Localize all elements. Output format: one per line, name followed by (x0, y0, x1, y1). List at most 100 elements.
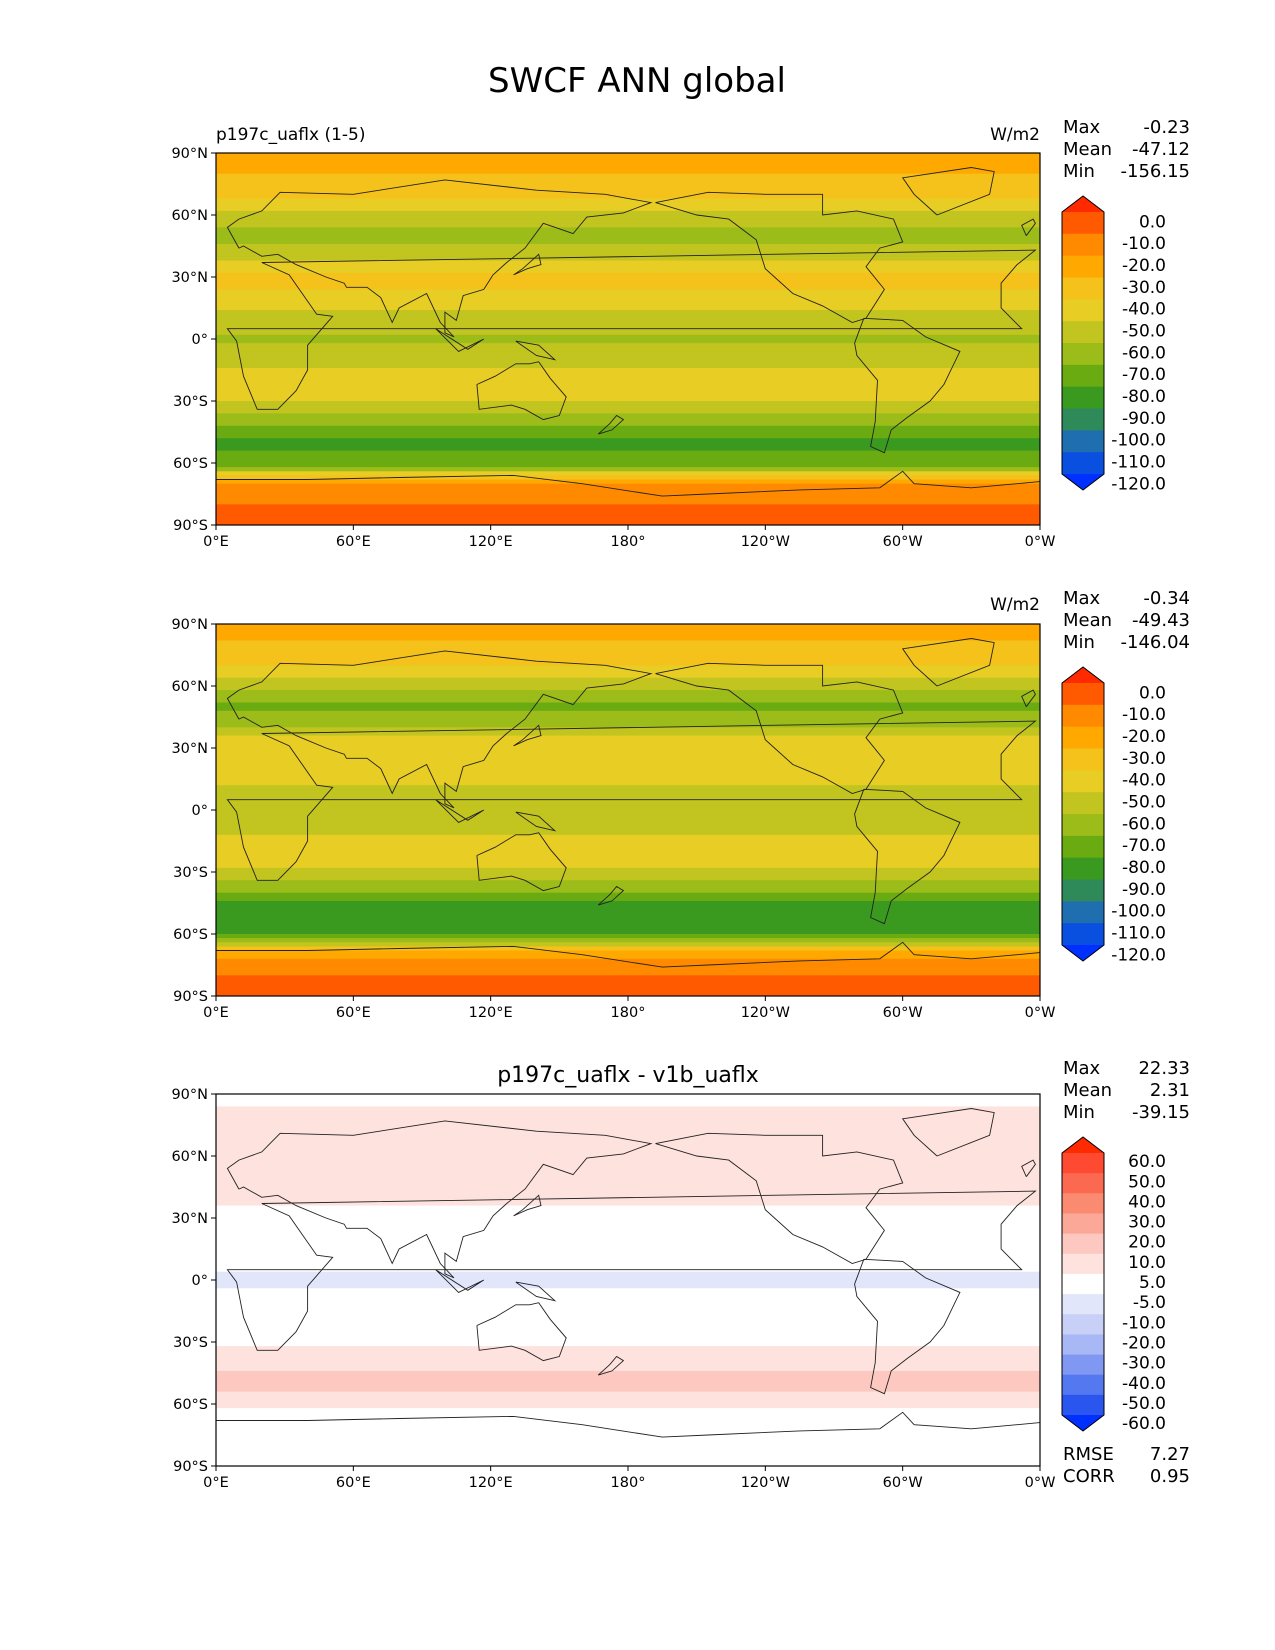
colorbar-segment (1062, 857, 1104, 880)
field-band (216, 847, 1040, 852)
colorbar-segment (1062, 1314, 1104, 1335)
field-band (216, 863, 1040, 869)
colorbar-label: 20.0 (1128, 1233, 1166, 1253)
colorbar-segment (1062, 923, 1104, 946)
colorbar-label: -80.0 (1122, 858, 1166, 878)
x-tick-label: 0°W (1025, 534, 1056, 550)
field-band (216, 181, 1040, 187)
field-band (216, 227, 1040, 233)
field-band (216, 1288, 1040, 1293)
field-band (216, 1317, 1040, 1322)
field-band (216, 1387, 1040, 1393)
field-band (216, 921, 1040, 927)
field-band (216, 248, 1040, 253)
stat-label: Min (1063, 632, 1095, 653)
coastline (513, 1194, 542, 1217)
field-band (216, 1160, 1040, 1165)
field-band (216, 409, 1040, 414)
x-tick-label: 60°W (883, 534, 923, 550)
colorbar-label: -40.0 (1122, 771, 1166, 791)
field-band (216, 1308, 1040, 1314)
field-band (216, 756, 1040, 761)
y-tick-label: 60°N (171, 1149, 208, 1165)
stat-value: -146.04 (1121, 632, 1190, 653)
field-band (216, 752, 1040, 757)
field-band (216, 805, 1040, 811)
field-band (216, 413, 1040, 419)
field-band (216, 789, 1040, 795)
field-band (216, 301, 1040, 307)
field-band (216, 876, 1040, 881)
x-tick-label: 60°W (883, 1475, 923, 1491)
field-band (216, 822, 1040, 828)
field-band (216, 264, 1040, 270)
colorbar: 0.0-10.0-20.0-30.0-40.0-50.0-60.0-70.0-8… (1061, 666, 1166, 965)
field-band (216, 1147, 1040, 1153)
field-band (216, 396, 1040, 402)
stat-label: Min (1063, 1102, 1095, 1123)
y-tick-label: 30°S (173, 394, 208, 410)
field-band (216, 636, 1040, 642)
field-band (216, 496, 1040, 501)
coastline (1021, 689, 1036, 707)
colorbar-segment (1062, 1354, 1104, 1376)
field-band (216, 1164, 1040, 1169)
field-band (216, 727, 1040, 733)
field-band (216, 1205, 1040, 1211)
field-band (216, 471, 1040, 476)
field-band (216, 975, 1040, 981)
coastline (476, 361, 567, 421)
field-band (216, 1370, 1040, 1376)
stat-label: Max (1063, 1058, 1101, 1079)
x-tick-label: 120°E (469, 1475, 513, 1491)
colorbar-label: -120.0 (1111, 945, 1166, 965)
field-band (216, 1098, 1040, 1103)
colorbar-label: -30.0 (1122, 749, 1166, 769)
colorbar-label: -50.0 (1122, 792, 1166, 812)
field-band (216, 491, 1040, 497)
x-tick-label: 120°W (741, 1475, 790, 1491)
field-band (216, 665, 1040, 671)
field-band (216, 830, 1040, 836)
coastline (476, 832, 567, 892)
field-band (216, 1242, 1040, 1248)
colorbar-extend-bottom (1062, 1415, 1104, 1431)
y-tick-label: 0° (192, 803, 208, 819)
field-band (216, 169, 1040, 175)
field-band (216, 958, 1040, 964)
field-band (216, 900, 1040, 906)
field-band (216, 202, 1040, 208)
field-band (216, 1106, 1040, 1112)
colorbar-label: -20.0 (1122, 1333, 1166, 1353)
field-band (216, 235, 1040, 241)
field-band (216, 1333, 1040, 1339)
field-band (216, 421, 1040, 427)
field-band (216, 504, 1040, 510)
colorbar-label: 0.0 (1139, 212, 1166, 232)
x-tick-label: 180° (611, 1005, 646, 1021)
panel-test: p197c_uaflx (1-5) W/m2 0°E 60°E 120°E 180° 1… (171, 117, 1190, 550)
field-band (216, 310, 1040, 315)
stat-label: Mean (1063, 1080, 1112, 1101)
colorbar-segment (1062, 299, 1104, 322)
field-band (216, 1304, 1040, 1310)
field-band (216, 632, 1040, 637)
field-band (216, 867, 1040, 873)
coastline (655, 191, 904, 323)
field-band (216, 785, 1040, 790)
stat-value: -0.23 (1143, 117, 1190, 138)
panel-difference: p197c_uaflx - v1b_uaflx 0°E 60°E 120°E 180°… (171, 1058, 1190, 1491)
field-band (216, 772, 1040, 778)
field-band (216, 880, 1040, 885)
field-band (216, 743, 1040, 749)
panel-units: W/m2 (990, 125, 1040, 145)
x-tick-label: 180° (611, 1475, 646, 1491)
field-band (216, 1404, 1040, 1409)
field-band (216, 942, 1040, 947)
coastlines (216, 167, 1040, 497)
y-tick-label: 30°N (171, 1211, 208, 1227)
colorbar-label: -70.0 (1122, 365, 1166, 385)
field-band (216, 987, 1040, 993)
field-band (216, 1321, 1040, 1327)
field-band (216, 305, 1040, 311)
